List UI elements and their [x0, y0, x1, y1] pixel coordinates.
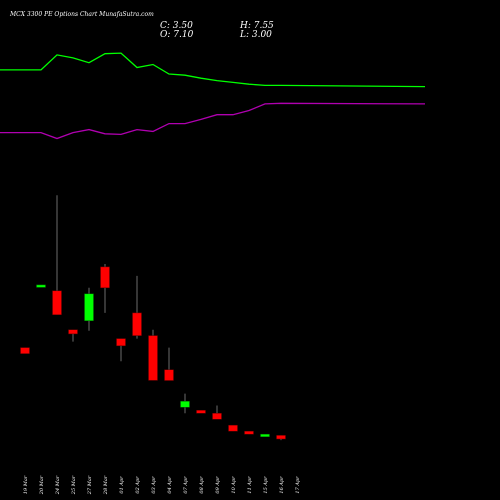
date-tick-label: 08 Apr [199, 476, 205, 494]
date-tick-label: 15 Apr [263, 476, 269, 494]
candle-body [276, 435, 286, 440]
candle-04-apr [164, 347, 174, 381]
date-tick-label: 09 Apr [215, 476, 221, 494]
candle-11-apr [244, 430, 254, 435]
date-tick-label: 25 Mar [71, 475, 77, 495]
candle-body [228, 424, 238, 432]
candle-body [116, 338, 126, 347]
date-tick-label: 01 Apr [119, 476, 125, 494]
date-tick-label: 19 Mar [23, 475, 29, 494]
chart-title: MCX 3300 PE Options Chart MunafaSutra.co… [9, 11, 154, 18]
candles-layer [20, 195, 286, 441]
candle-01-apr [116, 338, 126, 362]
candle-24-mar [52, 195, 62, 315]
candle-07-apr [180, 393, 190, 414]
candle-body [132, 312, 142, 336]
ticks-layer: 19 Mar 20 Mar 24 Mar 25 Mar 27 Mar 28 Mar 01 A… [23, 475, 301, 495]
candle-10-apr [228, 424, 238, 432]
high-readout: H: 7.55 [239, 21, 274, 31]
date-tick-label: 24 Mar [55, 475, 61, 495]
date-tick-label: 16 Apr [279, 476, 285, 494]
date-tick-label: 17 Apr [295, 476, 301, 494]
date-tick-label: 20 Mar [39, 475, 45, 495]
close-readout: C: 3.50 [160, 21, 193, 31]
candle-body [148, 335, 158, 381]
candle-body [164, 369, 174, 381]
candle-16-apr [276, 435, 286, 441]
candle-body [212, 413, 222, 420]
series-layer [0, 52, 426, 140]
candle-15-apr [260, 433, 270, 437]
candle-25-mar [68, 329, 78, 342]
series-line-1 [0, 52, 426, 88]
series-line-2 [0, 102, 426, 140]
candle-body [196, 410, 206, 414]
candle-body [100, 266, 110, 289]
candle-body [84, 293, 94, 321]
candle-27-mar [84, 287, 94, 331]
candle-19-mar [20, 347, 30, 354]
open-readout: O: 7.10 [160, 30, 194, 40]
date-tick-label: 02 Apr [135, 476, 141, 494]
date-tick-label: 27 Mar [87, 475, 93, 495]
candle-body [244, 430, 254, 435]
low-readout: L: 3.00 [239, 30, 272, 40]
candle-body [20, 347, 30, 354]
candle-02-apr [132, 275, 142, 339]
candle-09-apr [212, 405, 222, 420]
candle-03-apr [148, 329, 158, 381]
date-tick-label: 10 Apr [231, 476, 237, 494]
candle-20-mar [36, 284, 46, 288]
candle-28-mar [100, 264, 110, 313]
candle-08-apr [196, 410, 206, 414]
candle-body [52, 290, 62, 315]
date-tick-label: 07 Apr [183, 476, 189, 494]
date-tick-label: 11 Apr [247, 476, 253, 494]
date-tick-label: 28 Mar [103, 475, 109, 495]
candle-body [180, 401, 190, 408]
candle-body [260, 433, 270, 437]
date-tick-label: 03 Apr [151, 476, 157, 494]
candle-body [36, 284, 46, 288]
candle-body [68, 329, 78, 335]
date-tick-label: 04 Apr [167, 476, 173, 494]
